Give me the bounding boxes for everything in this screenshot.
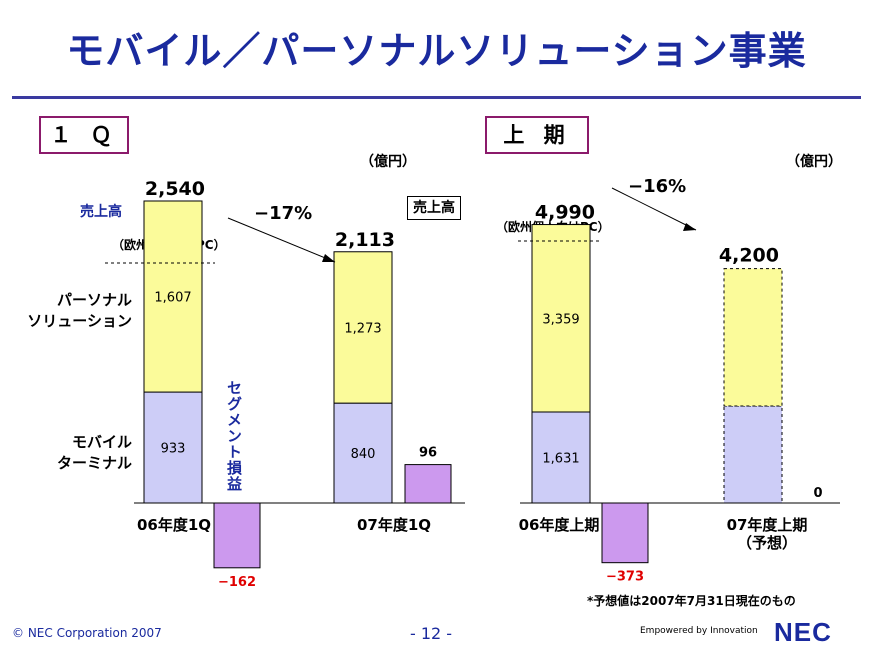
category-label-07-h1: 07年度上期 (726, 516, 808, 534)
data-label-mobile-1q-0: 933 (161, 442, 186, 457)
change-arrowhead-h1 (683, 223, 696, 231)
segment-label-h1-1: 0 (813, 486, 822, 501)
category-label-06-1q: 06年度1Q (136, 516, 212, 534)
bar-personal-1q-1 (333, 251, 393, 404)
bar-segment-1q-1 (404, 464, 452, 504)
bar-segment-1q-0 (213, 502, 261, 569)
category-note-forecast: （予想） (736, 534, 797, 552)
footer-copyright: © NEC Corporation 2007 (12, 626, 162, 640)
bar-mobile-h1-0 (531, 411, 591, 504)
bar-forecast-personal-h1-1 (723, 268, 783, 407)
data-label-mobile-1q-1: 840 (351, 447, 376, 462)
change-pct-right: −16% (628, 176, 687, 197)
segment-loss-label: セグメント損益 (225, 380, 243, 492)
bar-personal-h1-0 (531, 224, 591, 413)
personal-solution-label: パーソナル ソリューション (20, 290, 132, 332)
personal-solution-label-line1: パーソナル (56, 291, 132, 309)
bar-personal-1q-0 (143, 200, 203, 393)
change-arrowhead-1q (322, 254, 335, 262)
segment-label-1q-1: 96 (419, 446, 437, 461)
title-divider (12, 96, 861, 99)
sales-label: 売上高 (80, 204, 122, 220)
unit-label-right: （億円） (786, 154, 842, 170)
bar-mobile-1q-0 (143, 391, 203, 504)
nec-logo: NEC (774, 617, 832, 647)
segment-label-1q-0: −162 (218, 575, 256, 590)
total-label-h1-0: 4,990 (535, 202, 595, 224)
data-label-personal-1q-1: 1,273 (344, 321, 381, 336)
mobile-terminal-label-line1: モバイル (71, 433, 132, 451)
bar-segment-h1-0 (601, 502, 649, 564)
mobile-terminal-label: モバイル ターミナル (20, 432, 132, 474)
total-label-1q-0: 2,540 (145, 178, 205, 200)
panel-label-1q: １ Ｑ (39, 116, 129, 154)
bar-mobile-1q-1 (333, 402, 393, 504)
change-arrow-1q (227, 217, 336, 263)
change-pct-left: −17% (254, 203, 313, 224)
sales-boxed-label: 売上高 (407, 196, 461, 220)
slide-title: モバイル／パーソナルソリューション事業 (66, 29, 807, 73)
forecast-footnote: *予想値は2007年7月31日現在のもの (587, 594, 796, 608)
total-label-1q-1: 2,113 (335, 229, 395, 251)
page-number: - 12 - (410, 624, 453, 643)
mobile-terminal-label-line2: ターミナル (56, 454, 132, 472)
total-label-h1-1: 4,200 (719, 245, 779, 267)
bar-forecast-mobile-h1-1 (723, 405, 783, 504)
data-label-personal-1q-0: 1,607 (154, 291, 191, 306)
unit-label-left: （億円） (360, 154, 416, 170)
data-label-mobile-h1-0: 1,631 (542, 451, 579, 466)
change-arrow-h1 (611, 187, 697, 231)
data-label-personal-h1-0: 3,359 (542, 312, 579, 327)
personal-solution-label-line2: ソリューション (27, 312, 132, 330)
panel-label-first-half: 上 期 (485, 116, 589, 154)
category-label-07-1q: 07年度1Q (356, 516, 432, 534)
footer-tagline: Empowered by Innovation (640, 626, 758, 636)
category-label-06-h1: 06年度上期 (518, 516, 600, 534)
segment-label-h1-0: −373 (606, 570, 644, 585)
